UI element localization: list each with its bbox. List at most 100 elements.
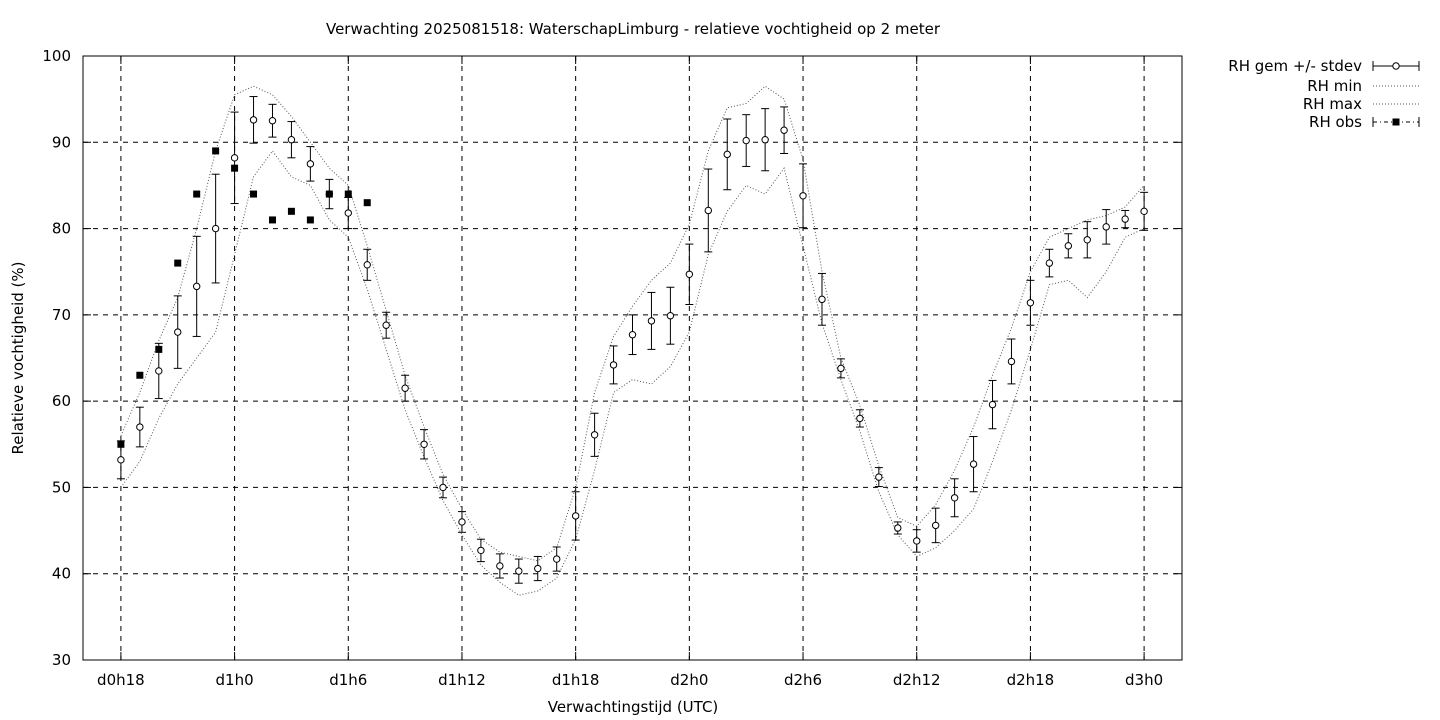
legend-label-rh-gem: RH gem +/- stdev bbox=[1228, 57, 1362, 75]
mean-point bbox=[230, 154, 239, 162]
obs-point bbox=[287, 207, 295, 215]
mean-point bbox=[211, 224, 220, 233]
mean-point bbox=[1083, 236, 1091, 244]
y-tick-label: 40 bbox=[52, 565, 71, 583]
obs-point bbox=[174, 259, 182, 267]
mean-point bbox=[742, 136, 750, 145]
obs-point bbox=[325, 190, 333, 198]
mean-point bbox=[685, 270, 694, 279]
legend-label-rh-max: RH max bbox=[1303, 95, 1362, 113]
obs-point bbox=[155, 345, 163, 353]
rh-max-line bbox=[120, 85, 1145, 562]
mean-point bbox=[192, 282, 201, 291]
x-axis-label: Verwachtingstijd (UTC) bbox=[548, 698, 719, 716]
mean-point bbox=[1007, 357, 1016, 366]
mean-point bbox=[439, 483, 447, 492]
x-tick-label: d2h0 bbox=[670, 671, 708, 689]
mean-point bbox=[837, 364, 845, 373]
mean-point bbox=[988, 400, 997, 409]
x-axis: d0h18 d1h0 d1h6 d1h12 d1h18 d2h0 d2h6 d2h12 d2h1… bbox=[97, 56, 1163, 689]
mean-point bbox=[704, 206, 712, 215]
mean-point bbox=[553, 555, 561, 563]
series-rh-max bbox=[120, 85, 1145, 562]
mean-point bbox=[1064, 242, 1073, 250]
grid-lines bbox=[83, 56, 1182, 660]
mean-point bbox=[1045, 259, 1054, 267]
y-tick-label: 30 bbox=[52, 651, 71, 669]
mean-point bbox=[1102, 223, 1110, 231]
mean-point bbox=[571, 512, 580, 520]
mean-point bbox=[477, 546, 485, 555]
mean-point bbox=[1121, 215, 1129, 223]
mean-point bbox=[818, 295, 826, 304]
mean-point bbox=[647, 317, 656, 325]
mean-point bbox=[1026, 299, 1035, 307]
y-tick-label: 90 bbox=[52, 133, 71, 151]
series-rh-obs bbox=[117, 147, 371, 448]
rh-min-line bbox=[120, 150, 1145, 596]
mean-point bbox=[174, 328, 182, 336]
mean-point bbox=[136, 423, 144, 431]
mean-point bbox=[306, 160, 315, 168]
mean-point bbox=[268, 117, 277, 125]
mean-point bbox=[761, 135, 769, 144]
mean-point bbox=[344, 209, 352, 217]
y-axis: 30 40 50 60 70 80 90 100 bbox=[42, 47, 1182, 669]
obs-point bbox=[306, 216, 314, 224]
mean-point bbox=[496, 562, 504, 570]
obs-point bbox=[268, 216, 276, 224]
x-tick-label: d2h6 bbox=[784, 671, 822, 689]
legend-marker-rh-gem bbox=[1392, 62, 1400, 70]
mean-point bbox=[969, 460, 978, 468]
mean-point bbox=[609, 361, 618, 369]
mean-point bbox=[382, 321, 390, 329]
obs-point bbox=[363, 199, 371, 207]
x-tick-label: d0h18 bbox=[97, 671, 145, 689]
mean-point bbox=[856, 414, 864, 423]
mean-point bbox=[515, 567, 523, 575]
y-tick-label: 70 bbox=[52, 306, 71, 324]
mean-point bbox=[913, 537, 921, 545]
mean-point bbox=[723, 150, 731, 159]
mean-point bbox=[534, 564, 542, 573]
y-tick-label: 80 bbox=[52, 220, 71, 238]
x-tick-label: d1h0 bbox=[216, 671, 254, 689]
mean-point bbox=[363, 261, 371, 269]
obs-point bbox=[231, 164, 239, 172]
x-tick-label: d3h0 bbox=[1125, 671, 1163, 689]
mean-point bbox=[401, 384, 409, 392]
obs-point bbox=[212, 147, 220, 155]
obs-point bbox=[250, 190, 258, 198]
mean-point bbox=[458, 518, 466, 526]
obs-point bbox=[344, 190, 352, 198]
mean-point bbox=[666, 312, 675, 320]
mean-point bbox=[875, 473, 883, 481]
x-tick-label: d1h6 bbox=[329, 671, 367, 689]
series-rh-min bbox=[120, 150, 1145, 596]
mean-point bbox=[249, 116, 258, 124]
y-tick-label: 60 bbox=[52, 392, 71, 410]
obs-point bbox=[193, 190, 201, 198]
mean-point bbox=[287, 135, 296, 144]
y-tick-label: 50 bbox=[52, 478, 71, 496]
mean-point bbox=[628, 331, 637, 339]
mean-point bbox=[950, 494, 959, 502]
legend-label-rh-min: RH min bbox=[1307, 77, 1362, 95]
x-tick-label: d2h18 bbox=[1007, 671, 1055, 689]
mean-point bbox=[894, 524, 902, 532]
mean-point bbox=[420, 440, 428, 448]
obs-point bbox=[117, 440, 125, 448]
x-tick-label: d2h12 bbox=[893, 671, 941, 689]
mean-point bbox=[117, 456, 125, 464]
mean-point bbox=[780, 126, 788, 134]
mean-point bbox=[590, 431, 599, 439]
x-tick-label: d1h18 bbox=[552, 671, 600, 689]
y-tick-label: 100 bbox=[42, 47, 71, 65]
legend-label-rh-obs: RH obs bbox=[1309, 113, 1362, 131]
y-axis-label: Relatieve vochtigheid (%) bbox=[9, 261, 27, 454]
obs-point bbox=[136, 371, 144, 379]
x-tick-label: d1h12 bbox=[438, 671, 486, 689]
chart-title: Verwachting 2025081518: WaterschapLimbur… bbox=[326, 20, 941, 38]
